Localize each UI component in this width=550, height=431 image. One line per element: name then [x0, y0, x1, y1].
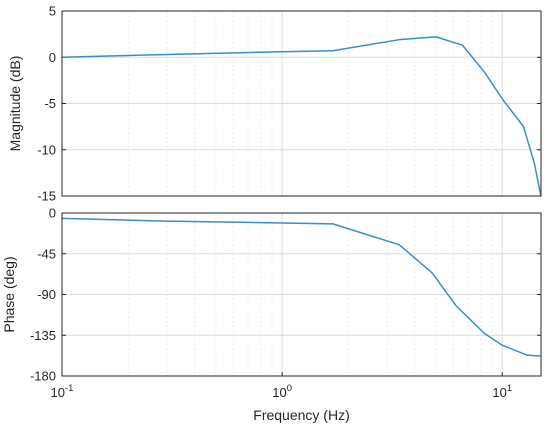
x-tick-label: 101	[492, 383, 512, 400]
phase-series-line	[61, 217, 542, 357]
y-tick-label: -5	[44, 96, 56, 111]
y-tick-label: -10	[37, 142, 56, 157]
y-tick-label: 0	[49, 50, 56, 65]
y-tick-label: 5	[49, 4, 56, 19]
axes-frame	[61, 10, 542, 197]
magnitude-y-axis-label: Magnitude (dB)	[7, 56, 23, 152]
axes-frame	[61, 212, 542, 377]
phase-y-axis-label: Phase (deg)	[1, 256, 17, 332]
x-tick-label: 10-1	[51, 383, 74, 400]
y-tick-label: -90	[37, 287, 56, 302]
x-tick-label: 100	[272, 383, 292, 400]
y-tick-label: 0	[49, 206, 56, 221]
y-tick-label: -135	[30, 328, 56, 343]
magnitude-panel: 5 0 -5 -10 -15	[37, 4, 542, 204]
y-tick-label: -45	[37, 246, 56, 261]
y-tick-label: -15	[37, 189, 56, 204]
magnitude-series-line	[61, 36, 542, 197]
y-tick-label: -180	[30, 369, 56, 384]
x-axis-label: Frequency (Hz)	[253, 407, 349, 423]
